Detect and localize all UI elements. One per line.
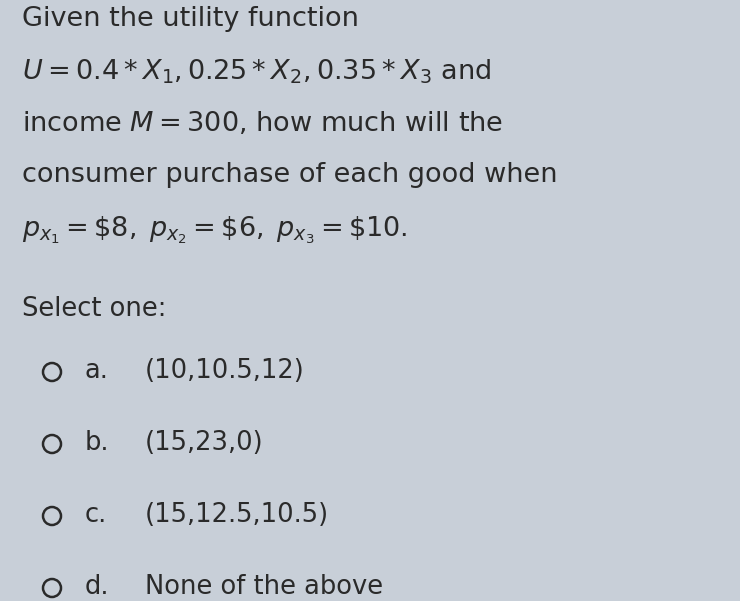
Text: (15,12.5,10.5): (15,12.5,10.5) xyxy=(145,502,329,528)
Text: Given the utility function: Given the utility function xyxy=(22,6,359,32)
Text: consumer purchase of each good when: consumer purchase of each good when xyxy=(22,162,557,188)
Text: d.: d. xyxy=(85,574,110,600)
Text: Select one:: Select one: xyxy=(22,296,166,322)
Text: (15,23,0): (15,23,0) xyxy=(145,430,263,456)
Text: $p_{x_1} = \$8,\; p_{x_2} = \$6,\; p_{x_3} = \$10.$: $p_{x_1} = \$8,\; p_{x_2} = \$6,\; p_{x_… xyxy=(22,214,408,246)
Text: a.: a. xyxy=(85,358,109,384)
Text: None of the above: None of the above xyxy=(145,574,383,600)
Text: $U = 0.4 * X_1, 0.25 * X_2, 0.35 * X_3$ and: $U = 0.4 * X_1, 0.25 * X_2, 0.35 * X_3$ … xyxy=(22,58,491,87)
Text: b.: b. xyxy=(85,430,110,456)
Text: income $M = 300$, how much will the: income $M = 300$, how much will the xyxy=(22,110,503,137)
Text: c.: c. xyxy=(85,502,107,528)
Text: (10,10.5,12): (10,10.5,12) xyxy=(145,358,305,384)
